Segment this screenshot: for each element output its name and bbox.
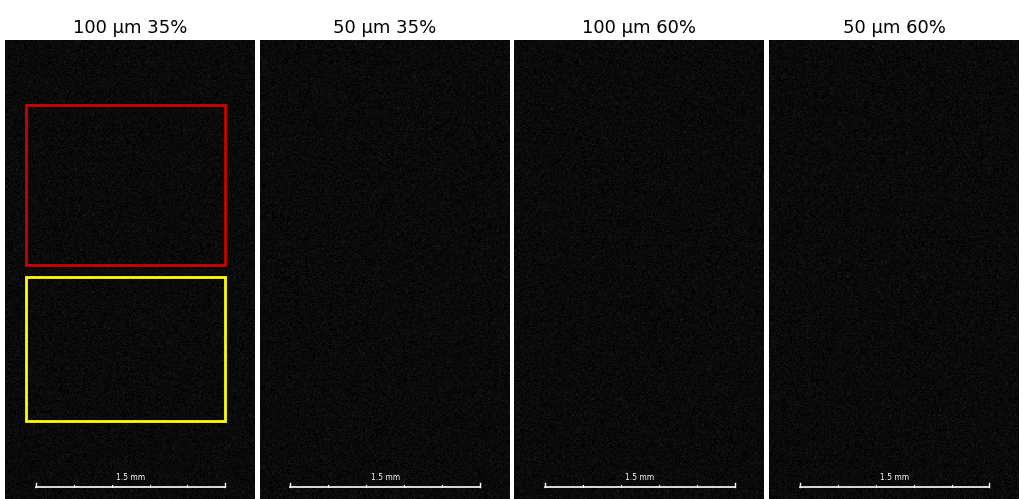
Title: 50 μm 35%: 50 μm 35%: [333, 19, 436, 37]
Text: 1.5 mm: 1.5 mm: [116, 473, 145, 483]
Text: 1.5 mm: 1.5 mm: [371, 473, 399, 483]
Title: 100 μm 35%: 100 μm 35%: [73, 19, 187, 37]
Text: 1.5 mm: 1.5 mm: [880, 473, 909, 483]
Bar: [26, 105, 225, 265]
Text: 1.5 mm: 1.5 mm: [626, 473, 654, 483]
Title: 100 μm 60%: 100 μm 60%: [583, 19, 696, 37]
Bar: [26, 277, 225, 421]
Title: 50 μm 60%: 50 μm 60%: [843, 19, 945, 37]
